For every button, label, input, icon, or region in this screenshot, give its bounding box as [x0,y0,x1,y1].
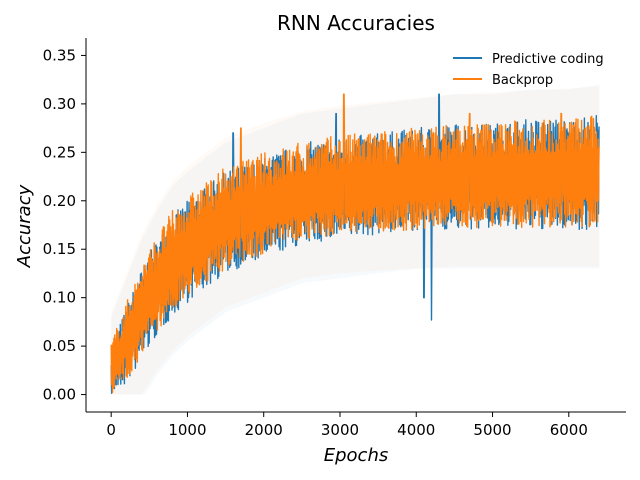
x-tick-label: 4000 [397,421,435,439]
x-tick-label: 1000 [168,421,206,439]
x-tick-label: 6000 [550,421,588,439]
x-tick-label: 0 [106,421,116,439]
x-tick-label: 2000 [245,421,283,439]
y-tick-label: 0.20 [43,192,76,210]
y-tick-label: 0.30 [43,95,76,113]
series-lines [110,93,600,394]
legend-label: Backprop [492,73,553,88]
axes: 0 1000 2000 3000 4000 5000 6000 0.00 0.05 0.10 0.1… [43,38,626,439]
x-tick-label: 3000 [321,421,359,439]
legend: Predictive coding Backprop [453,52,604,88]
y-tick-label: 0.00 [43,386,76,404]
y-tick-label: 0.05 [43,337,76,355]
y-axis-label: Accuracy [14,184,35,268]
series-line-backprop [110,93,600,394]
chart-title: RNN Accuracies [277,11,435,35]
y-tick-label: 0.10 [43,289,76,307]
y-tick-label: 0.35 [43,46,76,64]
x-tick-label: 5000 [473,421,511,439]
y-tick-label: 0.25 [43,143,76,161]
y-tick-label: 0.15 [43,240,76,258]
x-axis-label: Epochs [324,445,389,466]
legend-label: Predictive coding [492,52,604,67]
